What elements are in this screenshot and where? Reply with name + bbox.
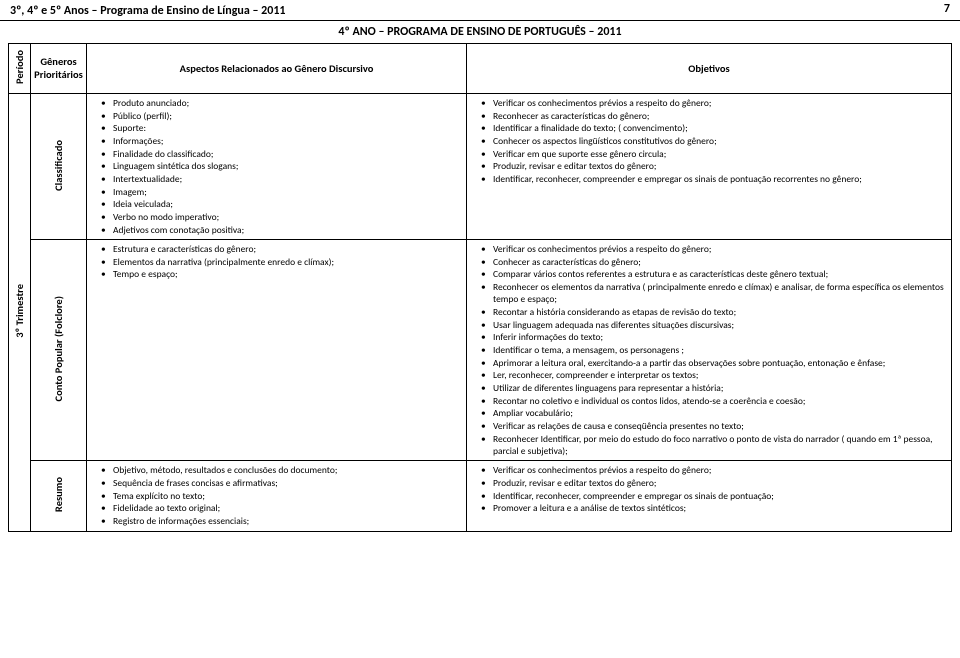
list-item: Ler, reconhecer, compreender e interpret… xyxy=(485,369,945,381)
list-item: Ideia veiculada; xyxy=(105,198,460,210)
objetivos-list-2: Verificar os conhecimentos prévios a res… xyxy=(485,464,945,514)
year-title: 4º ANO – PROGRAMA DE ENSINO DE PORTUGUÊS… xyxy=(0,21,960,43)
aspectos-cell: Objetivo, método, resultados e conclusõe… xyxy=(87,461,467,531)
list-item: Verificar os conhecimentos prévios a res… xyxy=(485,464,945,476)
doc-header: 3º, 4º e 5º Anos – Programa de Ensino de… xyxy=(0,0,960,21)
list-item: Elementos da narrativa (principalmente e… xyxy=(105,256,460,268)
list-item: Recontar no coletivo e individual os con… xyxy=(485,395,945,407)
list-item: Registro de informações essenciais; xyxy=(105,515,460,527)
col-header-periodo: Período xyxy=(9,44,31,94)
list-item: Produzir, revisar e editar textos do gên… xyxy=(485,477,945,489)
curriculum-table: Período Gêneros Prioritários Aspectos Re… xyxy=(8,43,952,532)
period-cell: 3º Trimestre xyxy=(9,93,31,531)
objetivos-cell: Verificar os conhecimentos prévios a res… xyxy=(467,93,952,239)
list-item: Sequência de frases concisas e afirmativ… xyxy=(105,477,460,489)
list-item: Comparar vários contos referentes a estr… xyxy=(485,268,945,280)
genero-cell: Classificado xyxy=(31,93,87,239)
list-item: Reconhecer os elementos da narrativa ( p… xyxy=(485,281,945,305)
list-item: Reconhecer as características do gênero; xyxy=(485,110,945,122)
list-item: Produto anunciado; xyxy=(105,97,460,109)
list-item: Tema explícito no texto; xyxy=(105,490,460,502)
objetivos-cell: Verificar os conhecimentos prévios a res… xyxy=(467,240,952,461)
objetivos-cell: Verificar os conhecimentos prévios a res… xyxy=(467,461,952,531)
doc-title: 3º, 4º e 5º Anos – Programa de Ensino de… xyxy=(10,4,285,18)
list-item: Estrutura e características do gênero; xyxy=(105,243,460,255)
list-item: Identificar a finalidade do texto; ( con… xyxy=(485,122,945,134)
list-item: Tempo e espaço; xyxy=(105,268,460,280)
table-row: Conto Popular (Folclore) Estrutura e car… xyxy=(9,240,952,461)
aspectos-list-1: Estrutura e características do gênero;El… xyxy=(105,243,460,280)
list-item: Inferir informações do texto; xyxy=(485,331,945,343)
aspectos-cell: Produto anunciado;Público (perfil);Supor… xyxy=(87,93,467,239)
list-item: Imagem; xyxy=(105,186,460,198)
list-item: Verificar em que suporte esse gênero cir… xyxy=(485,148,945,160)
list-item: Identificar, reconhecer, compreender e e… xyxy=(485,173,945,185)
list-item: Usar linguagem adequada nas diferentes s… xyxy=(485,319,945,331)
table-header-row: Período Gêneros Prioritários Aspectos Re… xyxy=(9,44,952,94)
aspectos-cell: Estrutura e características do gênero;El… xyxy=(87,240,467,461)
table-row: Resumo Objetivo, método, resultados e co… xyxy=(9,461,952,531)
list-item: Suporte: xyxy=(105,122,460,134)
objetivos-list-0: Verificar os conhecimentos prévios a res… xyxy=(485,97,945,185)
list-item: Recontar a história considerando as etap… xyxy=(485,306,945,318)
list-item: Conhecer os aspectos lingüísticos consti… xyxy=(485,135,945,147)
list-item: Público (perfil); xyxy=(105,110,460,122)
list-item: Verificar as relações de causa e conseqü… xyxy=(485,420,945,432)
col-header-objetivos: Objetivos xyxy=(467,44,952,94)
list-item: Reconhecer Identificar, por meio do estu… xyxy=(485,433,945,457)
list-item: Objetivo, método, resultados e conclusõe… xyxy=(105,464,460,476)
col-header-aspectos: Aspectos Relacionados ao Gênero Discursi… xyxy=(87,44,467,94)
page-number: 7 xyxy=(944,2,950,16)
objetivos-list-1: Verificar os conhecimentos prévios a res… xyxy=(485,243,945,457)
list-item: Linguagem sintética dos slogans; xyxy=(105,160,460,172)
list-item: Produzir, revisar e editar textos do gên… xyxy=(485,160,945,172)
aspectos-list-2: Objetivo, método, resultados e conclusõe… xyxy=(105,464,460,527)
list-item: Finalidade do classificado; xyxy=(105,148,460,160)
list-item: Verbo no modo imperativo; xyxy=(105,211,460,223)
list-item: Verificar os conhecimentos prévios a res… xyxy=(485,97,945,109)
aspectos-list-0: Produto anunciado;Público (perfil);Supor… xyxy=(105,97,460,236)
list-item: Promover a leitura e a análise de textos… xyxy=(485,502,945,514)
list-item: Intertextualidade; xyxy=(105,173,460,185)
list-item: Ampliar vocabulário; xyxy=(485,407,945,419)
list-item: Aprimorar a leitura oral, exercitando-a … xyxy=(485,357,945,369)
genero-cell: Conto Popular (Folclore) xyxy=(31,240,87,461)
genero-cell: Resumo xyxy=(31,461,87,531)
list-item: Utilizar de diferentes linguagens para r… xyxy=(485,382,945,394)
list-item: Informações; xyxy=(105,135,460,147)
table-row: 3º Trimestre Classificado Produto anunci… xyxy=(9,93,952,239)
col-header-generos: Gêneros Prioritários xyxy=(31,44,87,94)
list-item: Adjetivos com conotação positiva; xyxy=(105,224,460,236)
list-item: Verificar os conhecimentos prévios a res… xyxy=(485,243,945,255)
list-item: Conhecer as características do gênero; xyxy=(485,256,945,268)
list-item: Identificar o tema, a mensagem, os perso… xyxy=(485,344,945,356)
list-item: Fidelidade ao texto original; xyxy=(105,502,460,514)
list-item: Identificar, reconhecer, compreender e e… xyxy=(485,490,945,502)
